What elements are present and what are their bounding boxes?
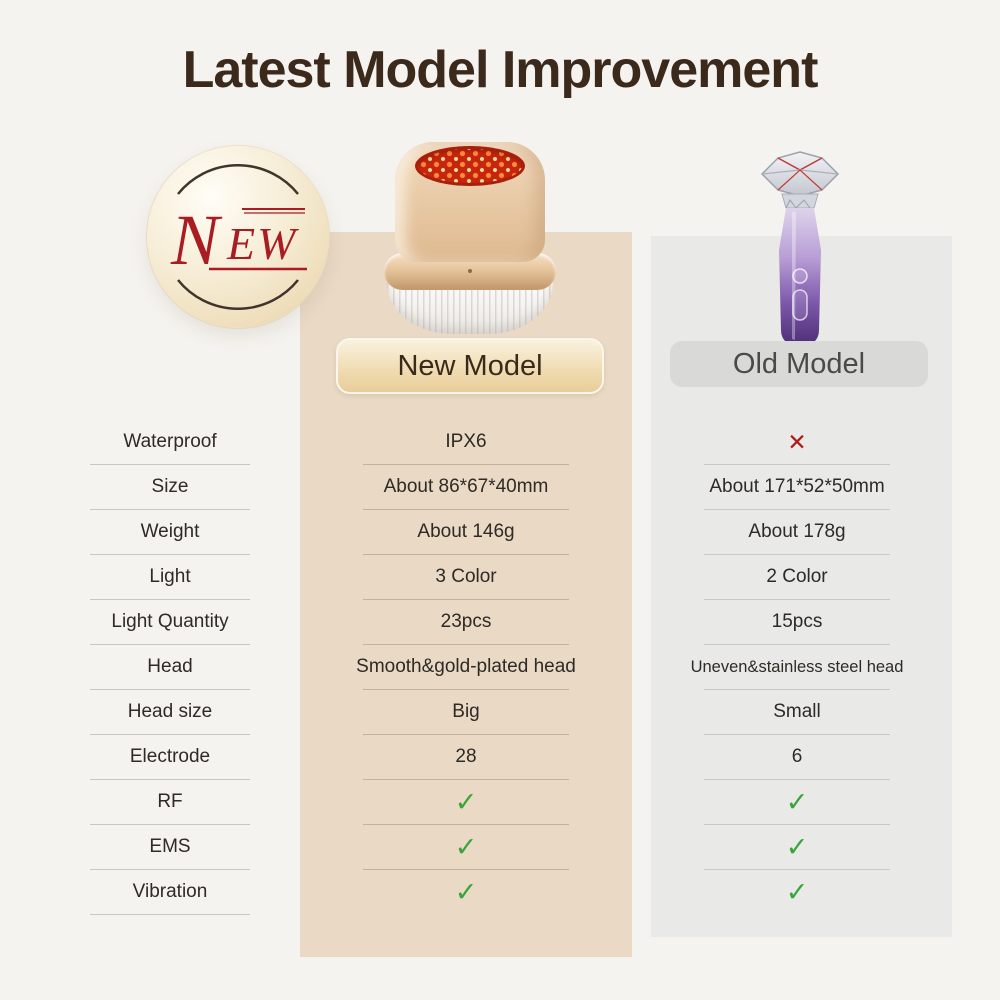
spec-value-old: ✓ (785, 877, 809, 907)
spec-value-old: Uneven&stainless steel head (691, 645, 903, 690)
new-model-header: New Model (336, 338, 604, 394)
new-device-indicator-dot (468, 269, 472, 273)
spec-value-new: 3 Color (363, 555, 569, 600)
spec-value-new: ✓ (363, 780, 569, 825)
spec-value-new: IPX6 (363, 420, 569, 465)
spec-value-new: About 146g (363, 510, 569, 555)
spec-row-label: Weight (90, 510, 250, 555)
old-device-art (760, 151, 840, 347)
spec-row-label: Head (90, 645, 250, 690)
page-title: Latest Model Improvement (182, 41, 819, 99)
spec-value-new: ✓ (454, 877, 478, 907)
spec-row-label: Light Quantity (90, 600, 250, 645)
spec-labels-column: Waterproof Size Weight Light Light Quantity H… (90, 420, 250, 915)
old-model-header: Old Model (670, 341, 928, 387)
spec-value-old: 15pcs (704, 600, 890, 645)
spec-row-label: Waterproof (90, 420, 250, 465)
spec-value-old: Small (704, 690, 890, 735)
new-badge: N EW (147, 146, 329, 328)
spec-value-old: About 178g (704, 510, 890, 555)
spec-values-old-column: ✕ About 171*52*50mm About 178g 2 Color 15pcs… (691, 420, 904, 915)
new-badge-art: N EW (170, 164, 307, 310)
spec-value-old: 2 Color (704, 555, 890, 600)
spec-value-old: ✕ (704, 420, 890, 465)
new-device-led-panel (415, 146, 525, 186)
spec-row-label: Size (90, 465, 250, 510)
old-device-purple-body (779, 208, 821, 347)
spec-value-old: ✓ (704, 825, 890, 870)
spec-row-label: EMS (90, 825, 250, 870)
new-model-product-image (384, 142, 556, 334)
spec-value-new: Smooth&gold-plated head (356, 645, 576, 690)
spec-row-label: Vibration (90, 870, 250, 915)
spec-row-label: Light (90, 555, 250, 600)
spec-row-label: Head size (90, 690, 250, 735)
old-device-diamond-head (760, 151, 840, 197)
spec-row-label: Electrode (90, 735, 250, 780)
old-model-product-image (752, 150, 848, 350)
spec-value-new: Big (363, 690, 569, 735)
spec-row-label: RF (90, 780, 250, 825)
spec-value-new: 23pcs (363, 600, 569, 645)
spec-value-new: About 86*67*40mm (363, 465, 569, 510)
spec-values-new-column: IPX6 About 86*67*40mm About 146g 3 Color 23p… (356, 420, 576, 915)
spec-value-new: 28 (363, 735, 569, 780)
spec-value-old: ✓ (704, 780, 890, 825)
badge-letters-ew: EW (226, 218, 299, 269)
old-device-power-button (792, 268, 808, 284)
spec-value-new: ✓ (363, 825, 569, 870)
spec-value-old: About 171*52*50mm (704, 465, 890, 510)
old-device-mode-button (792, 289, 808, 321)
badge-letter-n: N (170, 200, 223, 280)
spec-value-old: 6 (704, 735, 890, 780)
